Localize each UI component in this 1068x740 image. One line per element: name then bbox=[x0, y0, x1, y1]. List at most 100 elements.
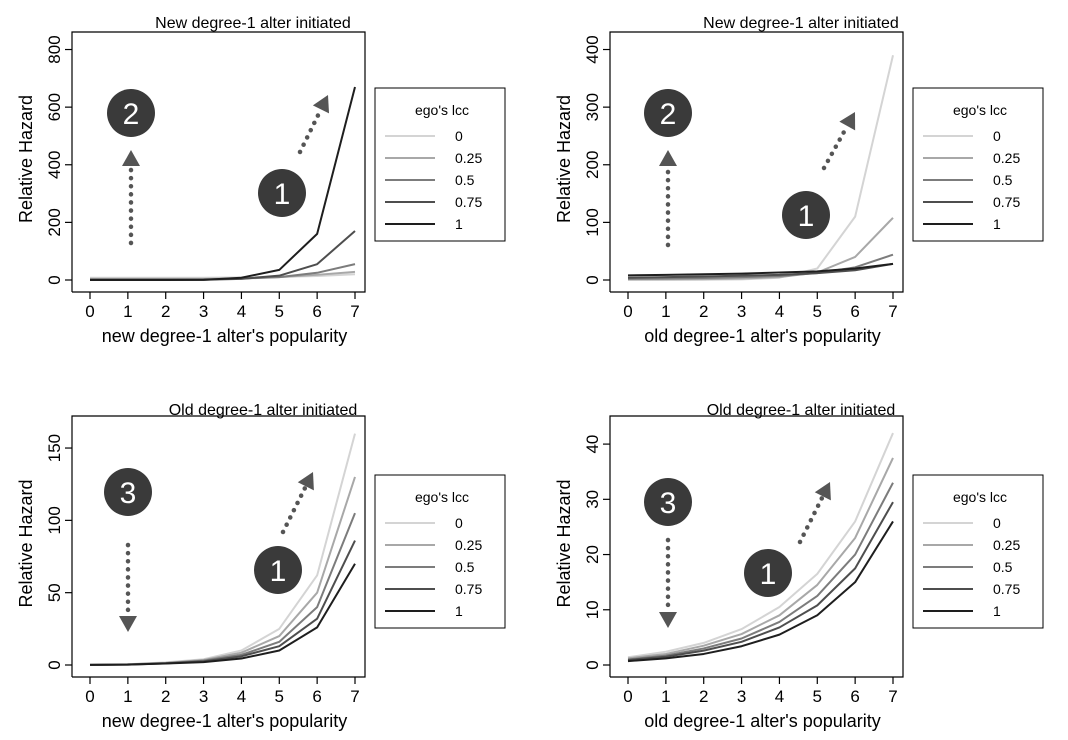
series-line-lcc-1 bbox=[89, 563, 356, 666]
legend-title: ego's lcc bbox=[953, 102, 1007, 118]
legend-label: 0 bbox=[455, 515, 463, 531]
y-tick-label: 400 bbox=[45, 151, 64, 179]
legend-label: 0.5 bbox=[455, 559, 475, 575]
legend-title: ego's lcc bbox=[953, 489, 1007, 505]
x-tick-label: 0 bbox=[85, 302, 94, 321]
x-axis-title: old degree-1 alter's popularity bbox=[644, 711, 881, 731]
legend-label: 0.75 bbox=[455, 194, 482, 210]
annotation-1-dotted-arrow bbox=[297, 107, 324, 155]
annotation-badge bbox=[744, 549, 792, 597]
y-tick-label: 100 bbox=[583, 208, 602, 236]
chart-title: Old degree-1 alter initiated bbox=[707, 402, 896, 419]
legend-label: 0.25 bbox=[993, 150, 1020, 166]
legend-label: 0.5 bbox=[993, 559, 1013, 575]
x-tick-label: 6 bbox=[312, 687, 321, 706]
annotation-3: 3 bbox=[104, 468, 152, 632]
series-line-lcc-0-5 bbox=[627, 482, 894, 661]
x-tick-label: 1 bbox=[661, 687, 670, 706]
annotation-badge-label: 1 bbox=[270, 555, 287, 588]
x-tick-label: 6 bbox=[850, 302, 859, 321]
legend-label: 0.5 bbox=[455, 172, 475, 188]
annotation-badge-label: 1 bbox=[760, 558, 777, 591]
annotation-1: 1 bbox=[744, 482, 831, 597]
legend-label: 1 bbox=[455, 216, 463, 232]
legend-label: 0.25 bbox=[455, 150, 482, 166]
series-line-lcc-0-25 bbox=[627, 457, 894, 660]
legend: ego's lcc 0 0.25 0.5 0.75 1 bbox=[374, 474, 506, 629]
x-tick-label: 5 bbox=[275, 302, 284, 321]
x-tick-label: 6 bbox=[850, 687, 859, 706]
y-tick-label: 100 bbox=[45, 506, 64, 534]
legend-box bbox=[374, 87, 506, 242]
legend: ego's lcc 0 0.25 0.5 0.75 1 bbox=[912, 474, 1044, 629]
plot-frame bbox=[609, 415, 904, 678]
legend-title: ego's lcc bbox=[415, 489, 469, 505]
x-tick-label: 6 bbox=[312, 302, 321, 321]
y-tick-label: 50 bbox=[45, 583, 64, 602]
y-axis-title: Relative Hazard bbox=[554, 95, 574, 223]
legend-label: 1 bbox=[455, 603, 463, 619]
y-tick-label: 0 bbox=[45, 660, 64, 669]
series-line-lcc-0 bbox=[627, 432, 894, 659]
x-axis-title: old degree-1 alter's popularity bbox=[644, 326, 881, 346]
x-tick-label: 3 bbox=[199, 687, 208, 706]
annotation-2-arrow-head bbox=[122, 150, 140, 166]
chart-panel-2: New degree-1 alter initiated010020030040… bbox=[554, 15, 1044, 346]
y-tick-label: 20 bbox=[583, 545, 602, 564]
legend: ego's lcc 0 0.25 0.5 0.75 1 bbox=[374, 87, 506, 242]
series-line-lcc-0-75 bbox=[627, 501, 894, 662]
x-tick-label: 7 bbox=[350, 302, 359, 321]
annotation-badge bbox=[258, 169, 306, 217]
x-tick-label: 4 bbox=[237, 302, 246, 321]
y-tick-label: 40 bbox=[583, 435, 602, 454]
y-tick-label: 200 bbox=[583, 151, 602, 179]
x-tick-label: 7 bbox=[888, 687, 897, 706]
annotation-1-dotted-arrow bbox=[280, 484, 309, 535]
x-tick-label: 7 bbox=[350, 687, 359, 706]
annotation-1-dotted-arrow bbox=[821, 123, 850, 171]
y-tick-label: 150 bbox=[45, 434, 64, 462]
x-tick-label: 4 bbox=[237, 687, 246, 706]
annotation-1: 1 bbox=[782, 112, 856, 239]
x-axis-title: new degree-1 alter's popularity bbox=[102, 711, 348, 731]
y-axis-title: Relative Hazard bbox=[554, 479, 574, 607]
x-tick-label: 5 bbox=[813, 687, 822, 706]
chart-title: Old degree-1 alter initiated bbox=[169, 402, 358, 419]
annotation-badge bbox=[644, 89, 692, 137]
x-tick-label: 0 bbox=[85, 687, 94, 706]
y-tick-label: 30 bbox=[583, 490, 602, 509]
y-tick-label: 0 bbox=[583, 660, 602, 669]
annotation-3: 3 bbox=[644, 478, 692, 628]
annotation-3-arrow-head bbox=[659, 612, 677, 628]
x-tick-label: 4 bbox=[775, 687, 784, 706]
y-axis-title: Relative Hazard bbox=[16, 479, 36, 607]
x-tick-label: 2 bbox=[699, 302, 708, 321]
y-axis-title: Relative Hazard bbox=[16, 95, 36, 223]
legend-label: 0.75 bbox=[455, 581, 482, 597]
annotation-badge-label: 2 bbox=[123, 98, 140, 131]
annotation-badge-label: 2 bbox=[660, 98, 677, 131]
annotation-1-arrow-head bbox=[839, 112, 856, 131]
x-tick-label: 5 bbox=[813, 302, 822, 321]
y-tick-label: 400 bbox=[583, 35, 602, 63]
legend-label: 1 bbox=[993, 216, 1001, 232]
y-tick-label: 300 bbox=[583, 93, 602, 121]
legend-box bbox=[374, 474, 506, 629]
x-tick-label: 1 bbox=[123, 687, 132, 706]
x-tick-label: 3 bbox=[737, 302, 746, 321]
x-tick-label: 2 bbox=[161, 302, 170, 321]
y-tick-label: 200 bbox=[45, 208, 64, 236]
x-tick-label: 1 bbox=[661, 302, 670, 321]
legend-label: 0.5 bbox=[993, 172, 1013, 188]
series-line-lcc-0-5 bbox=[89, 512, 356, 666]
annotation-badge bbox=[782, 191, 830, 239]
annotation-1: 1 bbox=[254, 472, 314, 594]
plot-frame bbox=[609, 31, 904, 293]
annotation-badge bbox=[254, 546, 302, 594]
annotation-badge-label: 3 bbox=[120, 477, 137, 510]
y-tick-label: 600 bbox=[45, 93, 64, 121]
y-tick-label: 0 bbox=[45, 275, 64, 284]
